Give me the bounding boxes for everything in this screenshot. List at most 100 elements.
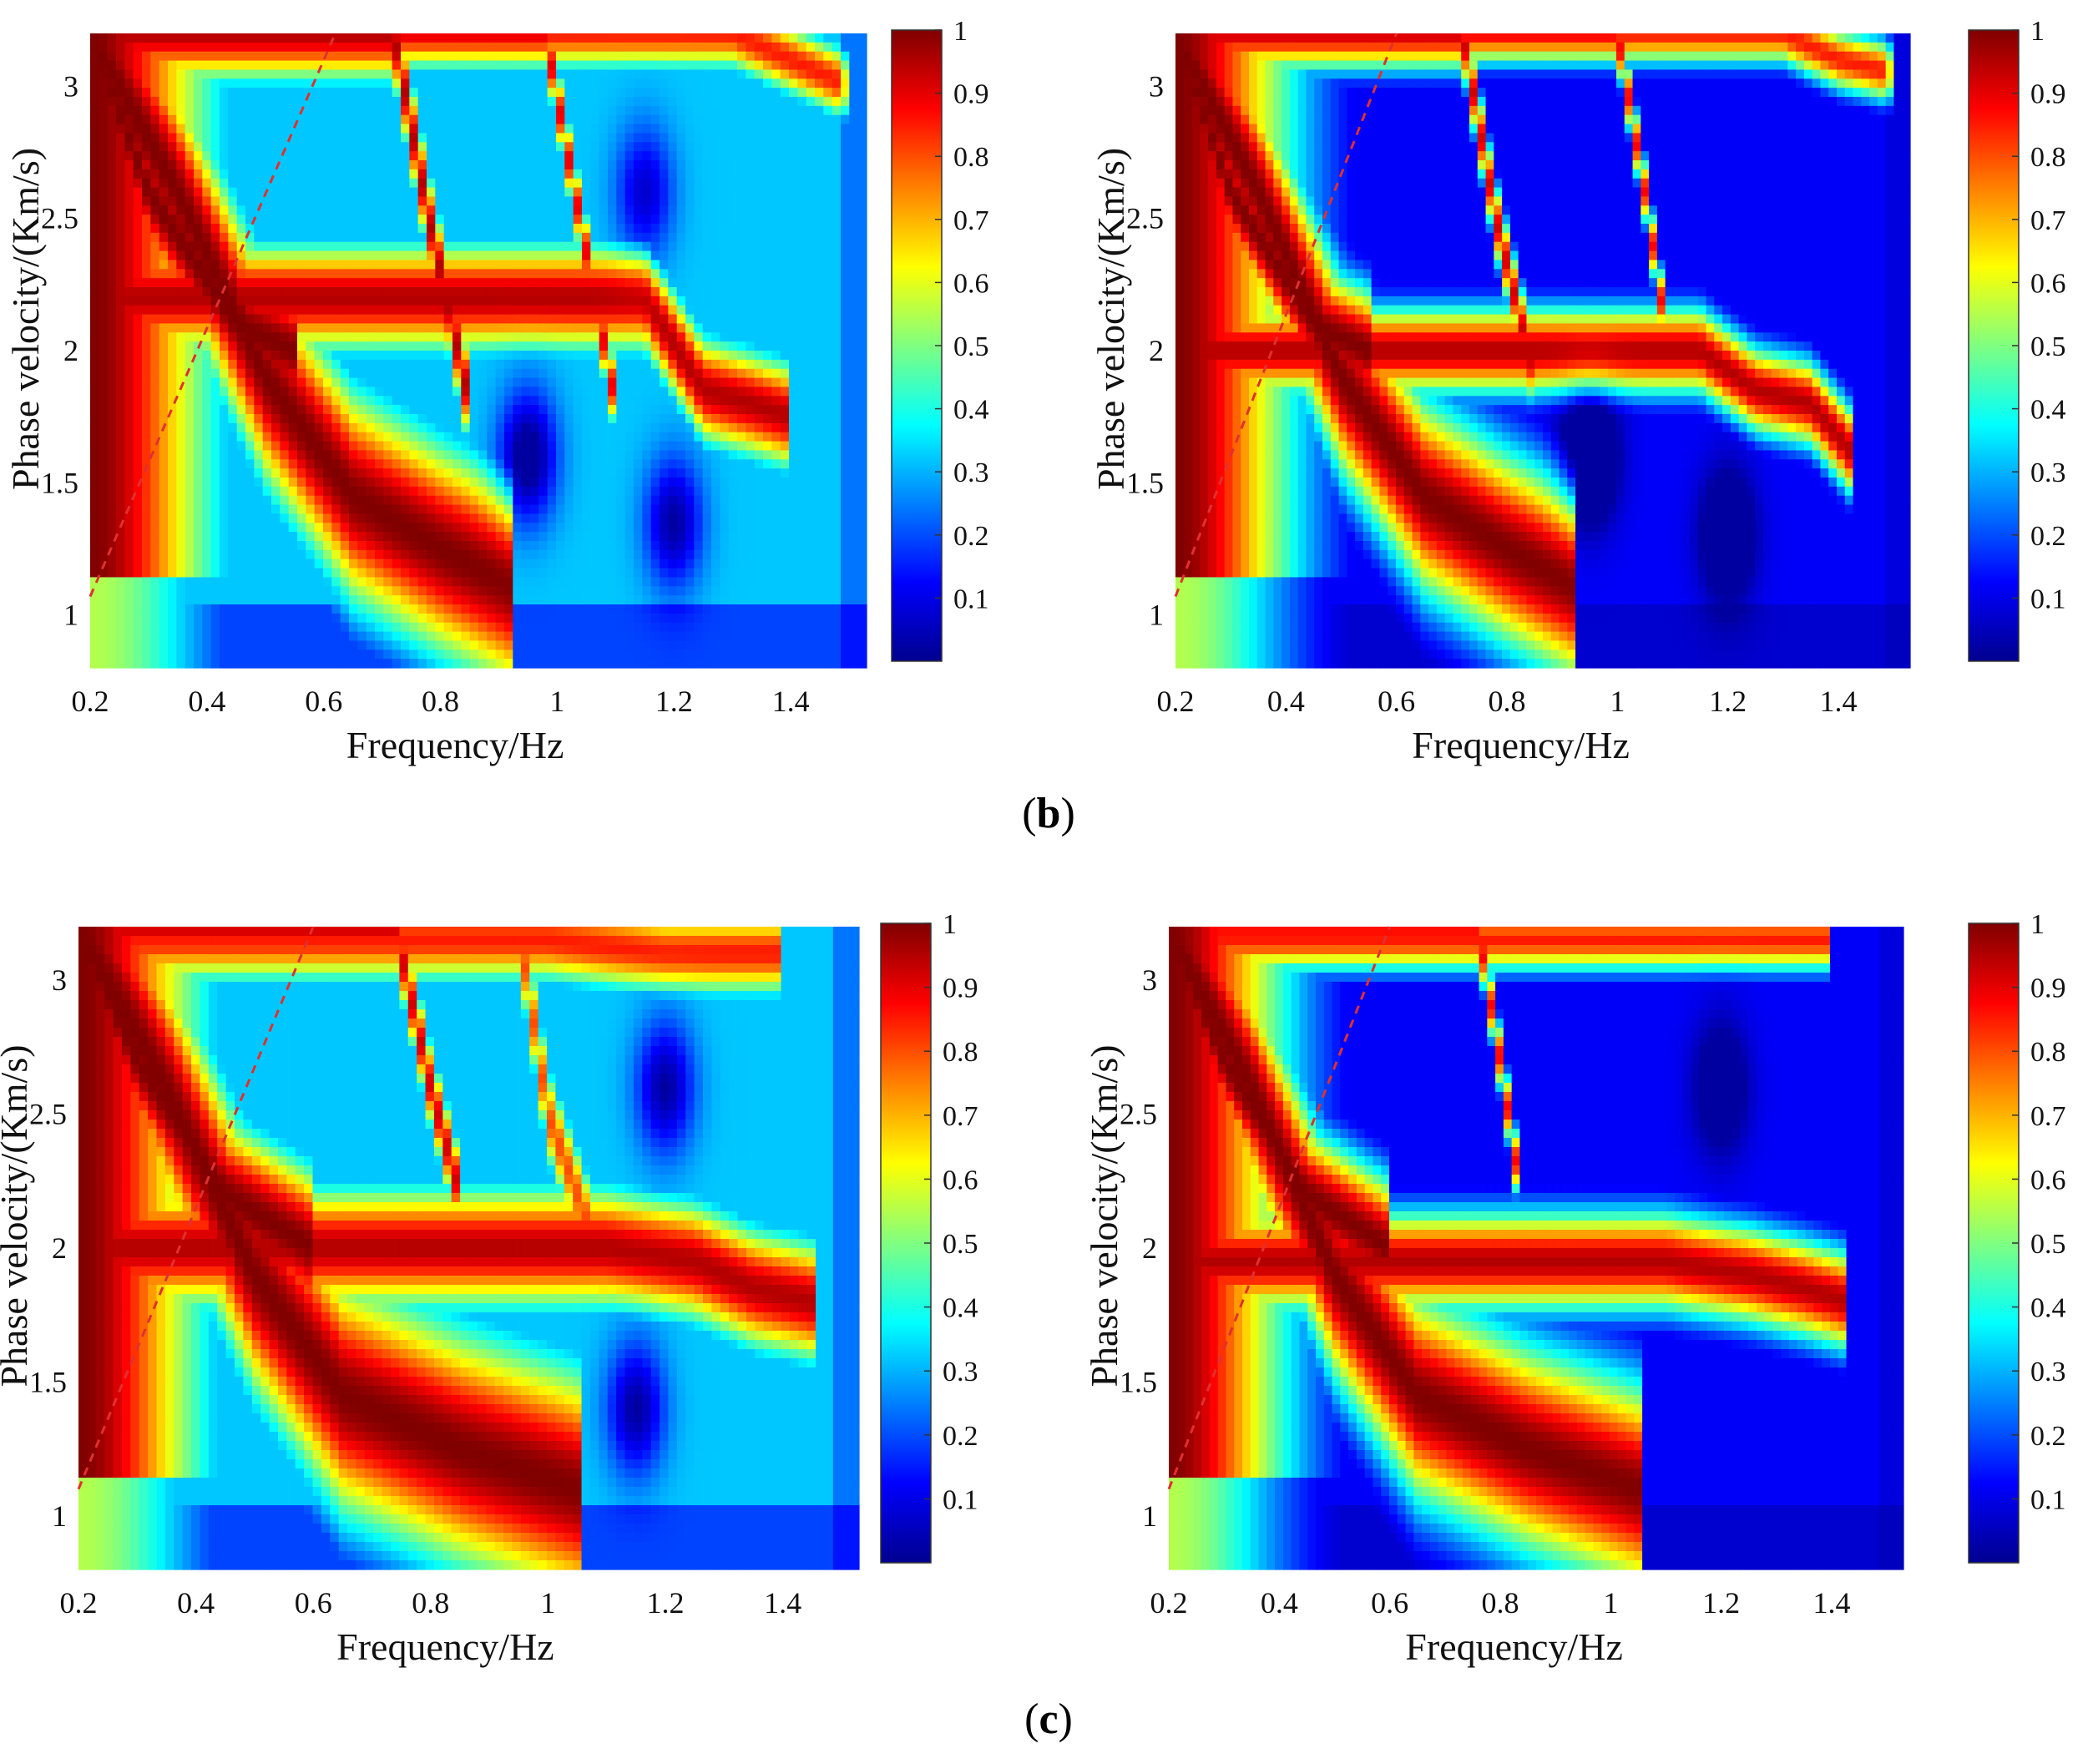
- heatmap-cell: [159, 187, 169, 198]
- heatmap-cell: [383, 269, 393, 279]
- heatmap-cell: [487, 659, 497, 669]
- heatmap-cell: [349, 296, 358, 306]
- heatmap-cell: [616, 604, 626, 614]
- heatmap-cell: [599, 205, 609, 215]
- heatmap-cell: [383, 414, 393, 424]
- heatmap-cell: [461, 486, 471, 497]
- heatmap-cell: [210, 114, 220, 125]
- heatmap-cell: [107, 368, 117, 379]
- heatmap-cell: [538, 260, 549, 270]
- heatmap-cell: [624, 287, 634, 297]
- heatmap-cell: [435, 432, 445, 442]
- heatmap-cell: [357, 459, 367, 469]
- heatmap-cell: [340, 405, 350, 415]
- heatmap-cell: [676, 549, 686, 560]
- heatmap-cell: [288, 387, 298, 397]
- heatmap-cell: [202, 459, 212, 469]
- heatmap-cell: [685, 414, 695, 424]
- heatmap-cell: [220, 377, 229, 388]
- heatmap-cell: [340, 323, 350, 333]
- heatmap-cell: [513, 33, 523, 43]
- heatmap-cell: [427, 42, 436, 53]
- heatmap-cell: [582, 568, 591, 579]
- heatmap-cell: [306, 368, 316, 379]
- heatmap-cell: [349, 559, 358, 569]
- heatmap-cell: [280, 341, 290, 351]
- heatmap-cell: [254, 187, 264, 198]
- heatmap-cell: [590, 296, 600, 306]
- heatmap-cell: [642, 422, 652, 433]
- heatmap-cell: [210, 332, 220, 342]
- heatmap-cell: [323, 142, 332, 152]
- heatmap-cell: [159, 468, 169, 478]
- heatmap-cell: [176, 586, 186, 596]
- heatmap-cell: [357, 178, 367, 189]
- heatmap-cell: [616, 296, 626, 306]
- heatmap-cell: [573, 178, 583, 189]
- heatmap-cell: [624, 133, 634, 143]
- heatmap-cell: [99, 523, 109, 533]
- heatmap-cell: [642, 450, 652, 460]
- heatmap-cell: [504, 278, 513, 288]
- heatmap-cell: [642, 640, 652, 650]
- heatmap-cell: [176, 368, 186, 379]
- heatmap-cell: [417, 441, 427, 452]
- heatmap-cell: [504, 468, 513, 478]
- heatmap-cell: [262, 549, 272, 560]
- heatmap-cell: [685, 549, 695, 560]
- heatmap-cell: [236, 69, 246, 79]
- heatmap-cell: [590, 332, 600, 342]
- heatmap-cell: [608, 196, 617, 206]
- heatmap-cell: [547, 232, 557, 243]
- heatmap-cell: [452, 187, 462, 198]
- heatmap-cell: [331, 278, 341, 288]
- heatmap-cell: [495, 559, 505, 569]
- heatmap-cell: [427, 341, 436, 351]
- heatmap-cell: [210, 559, 220, 569]
- heatmap-cell: [564, 69, 574, 79]
- heatmap-cell: [642, 377, 652, 388]
- heatmap-cell: [694, 287, 704, 297]
- heatmap-cell: [564, 631, 574, 642]
- heatmap-cell: [124, 269, 134, 279]
- heatmap-cell: [504, 577, 513, 587]
- heatmap-cell: [99, 169, 109, 179]
- heatmap-cell: [349, 405, 358, 415]
- heatmap-cell: [608, 595, 617, 605]
- heatmap-cell: [210, 269, 220, 279]
- heatmap-cell: [306, 305, 316, 316]
- heatmap-cell: [547, 631, 557, 642]
- heatmap-cell: [599, 504, 609, 515]
- heatmap-cell: [306, 504, 316, 515]
- heatmap-cell: [271, 595, 281, 605]
- heatmap-cell: [642, 441, 652, 452]
- heatmap-cell: [366, 151, 376, 161]
- heatmap-cell: [634, 78, 643, 88]
- heatmap-cell: [107, 523, 117, 533]
- heatmap-cell: [427, 178, 436, 189]
- heatmap-cell: [624, 78, 634, 88]
- heatmap-cell: [608, 60, 617, 71]
- heatmap-cell: [168, 224, 177, 234]
- heatmap-cell: [194, 422, 203, 433]
- heatmap-cell: [210, 486, 220, 497]
- heatmap-cell: [616, 351, 626, 361]
- heatmap-cell: [314, 278, 324, 288]
- heatmap-cell: [582, 196, 591, 206]
- heatmap-cell: [340, 142, 350, 152]
- heatmap-cell: [357, 33, 367, 43]
- heatmap-cell: [608, 405, 617, 415]
- heatmap-cell: [616, 60, 626, 71]
- heatmap-cell: [461, 649, 471, 660]
- heatmap-cell: [357, 114, 367, 125]
- heatmap-cell: [556, 604, 565, 614]
- heatmap-cell: [461, 114, 471, 125]
- heatmap-cell: [521, 595, 531, 605]
- heatmap-cell: [254, 478, 264, 488]
- heatmap-cell: [366, 287, 376, 297]
- heatmap-cell: [401, 323, 410, 333]
- heatmap-cell: [634, 105, 643, 116]
- heatmap-cell: [288, 513, 298, 523]
- heatmap-cell: [582, 114, 591, 125]
- heatmap-cell: [435, 232, 445, 243]
